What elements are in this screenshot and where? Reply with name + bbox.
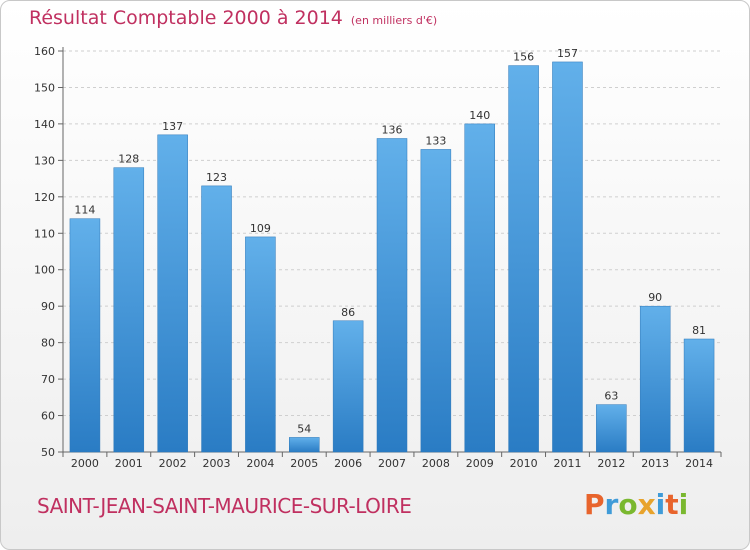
x-tick-label-2003: 2003 — [203, 457, 231, 470]
value-label-2014: 81 — [692, 324, 706, 337]
city-name: SAINT-JEAN-SAINT-MAURICE-SUR-LOIRE — [37, 494, 412, 518]
y-tick-label: 100 — [34, 264, 55, 277]
y-tick-label: 120 — [34, 191, 55, 204]
bar-2010 — [508, 65, 539, 453]
value-label-2004: 109 — [250, 222, 271, 235]
x-tick-label-2001: 2001 — [115, 457, 143, 470]
logo-letter: P — [584, 488, 605, 521]
bar-2006 — [332, 320, 364, 453]
value-label-2009: 140 — [469, 109, 490, 122]
x-tick-label-2006: 2006 — [334, 457, 362, 470]
value-label-2006: 86 — [341, 306, 355, 319]
logo-letter: i — [655, 488, 666, 521]
y-axis: 50 60 70 80 90 100 110 120 130 140 150 160 — [34, 45, 64, 459]
value-label-2000: 114 — [74, 204, 95, 217]
bar-2005 — [289, 437, 320, 453]
bar-2001 — [113, 167, 145, 453]
bar-2009 — [464, 123, 495, 453]
x-tick-label-2010: 2010 — [510, 457, 538, 470]
x-tick-label-2014: 2014 — [685, 457, 713, 470]
x-tick-label-2008: 2008 — [422, 457, 450, 470]
x-tick-label-2013: 2013 — [641, 457, 669, 470]
value-label-2007: 136 — [382, 123, 403, 136]
value-labels: 114 128 137 123 109 54 86 136 133 140 156 157 63 90 81 — [74, 47, 706, 435]
logo-letter: i — [678, 488, 689, 521]
y-tick-label: 60 — [41, 410, 55, 423]
bar-2013 — [639, 305, 671, 453]
value-label-2012: 63 — [604, 390, 618, 403]
x-tick-label-2007: 2007 — [378, 457, 406, 470]
y-tick-label: 90 — [41, 300, 55, 313]
logo-letter: r — [604, 488, 619, 521]
value-label-2010: 156 — [513, 51, 534, 64]
logo-letter: t — [665, 488, 679, 521]
value-label-2005: 54 — [297, 422, 311, 435]
proxiti-logo: Proxiti — [584, 488, 688, 521]
y-tick-label: 110 — [34, 227, 55, 240]
chart-title: Résultat Comptable 2000 à 2014 (en millie… — [29, 7, 438, 29]
bar-2008 — [420, 149, 452, 453]
y-tick-label: 80 — [41, 337, 55, 350]
x-tick-label-2002: 2002 — [159, 457, 187, 470]
chart-subtitle: (en milliers d'€) — [350, 14, 438, 27]
y-tick-label: 140 — [34, 118, 55, 131]
value-label-2013: 90 — [648, 291, 662, 304]
value-label-2008: 133 — [425, 134, 446, 147]
x-tick-label-2004: 2004 — [246, 457, 274, 470]
bar-2002 — [157, 134, 188, 453]
bar-2000 — [69, 218, 101, 453]
logo-letter: x — [637, 488, 656, 521]
bar-2012 — [596, 404, 627, 453]
y-tick-label: 160 — [34, 45, 55, 58]
y-tick-label: 50 — [41, 446, 55, 459]
value-label-2001: 128 — [118, 153, 139, 166]
bar-2003 — [201, 185, 232, 453]
value-label-2002: 137 — [162, 120, 183, 133]
y-tick-label: 150 — [34, 81, 55, 94]
x-tick-label-2000: 2000 — [71, 457, 99, 470]
y-tick-label: 70 — [41, 373, 55, 386]
x-tick-label-2005: 2005 — [290, 457, 318, 470]
x-axis: 2000 2001 2002 2003 2004 2005 2006 2007 2008 2009… — [62, 451, 722, 470]
bar-2004 — [245, 236, 276, 453]
x-tick-label-2011: 2011 — [553, 457, 581, 470]
bar-2011 — [552, 61, 583, 453]
bar-2007 — [376, 138, 408, 453]
value-label-2003: 123 — [206, 171, 227, 184]
value-label-2011: 157 — [557, 47, 578, 60]
logo-letter: o — [618, 488, 638, 521]
bar-2014 — [683, 338, 715, 453]
x-tick-label-2009: 2009 — [466, 457, 494, 470]
y-tick-label: 130 — [34, 154, 55, 167]
bars — [69, 61, 715, 453]
x-tick-label-2012: 2012 — [597, 457, 625, 470]
